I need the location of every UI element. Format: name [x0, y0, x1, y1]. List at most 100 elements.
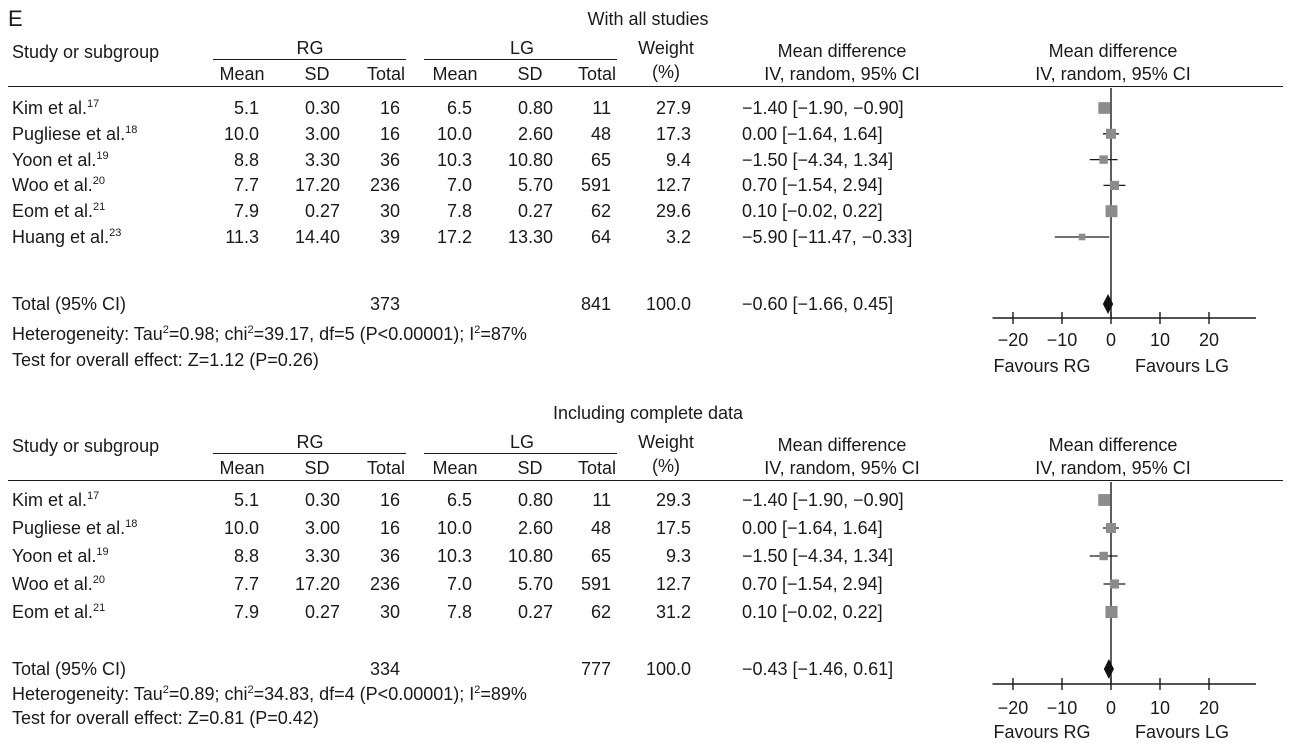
study-name: Eom et al.21: [12, 201, 105, 221]
header-lg-rule: [424, 59, 617, 60]
lg-mean: 10.0: [436, 123, 472, 144]
rg-mean: 8.8: [233, 149, 259, 170]
chart-title: With all studies: [587, 9, 709, 29]
lg-sd: 0.80: [517, 490, 553, 510]
rg-sd: 17.20: [294, 175, 340, 196]
rg-mean: 10.0: [223, 518, 259, 538]
het-i2: =89%: [480, 684, 527, 704]
study-name: Woo et al.20: [12, 175, 105, 195]
study-ci: 0.10 [−0.02, 0.22]: [742, 201, 883, 222]
rg-total: 236: [369, 175, 400, 196]
header-plot: Mean difference: [1048, 41, 1178, 61]
study-weight: 27.9: [655, 98, 691, 118]
study-name: Yoon et al.19: [12, 546, 109, 566]
lg-total: 62: [590, 602, 611, 622]
het-i2: =87%: [480, 324, 527, 344]
study-weight: 12.7: [655, 574, 691, 594]
rg-sd: 17.20: [294, 574, 340, 594]
heterogeneity-text: Heterogeneity: Tau2=0.89; chi2=34.83, df…: [12, 684, 527, 704]
rg-sd: 3.00: [304, 123, 340, 144]
header-weight: Weight: [638, 432, 694, 452]
study-reference: 21: [93, 602, 106, 614]
rg-sd: 0.27: [304, 602, 340, 622]
lg-mean: 7.8: [446, 201, 472, 222]
rg-total: 39: [379, 227, 400, 247]
study-reference: 17: [87, 98, 100, 110]
study-name-text: Pugliese et al.: [12, 518, 126, 538]
study-effect-marker: [1098, 102, 1110, 114]
superscript-two: 2: [247, 324, 254, 336]
x-tick-label: 10: [1149, 698, 1171, 718]
rg-sd: 3.30: [304, 149, 340, 170]
rg-sd: 14.40: [294, 227, 340, 247]
header-rg-mean: Mean: [219, 458, 265, 478]
study-reference: 20: [92, 175, 105, 188]
lg-sd: 10.80: [507, 546, 553, 566]
lg-sd: 0.80: [517, 98, 553, 118]
lg-mean: 7.0: [446, 574, 472, 594]
study-name: Kim et al.17: [12, 98, 99, 118]
study-name-text: Woo et al.: [12, 175, 93, 196]
rg-sd: 3.30: [304, 546, 340, 566]
rg-total: 36: [379, 149, 400, 170]
header-lg: LG: [509, 38, 535, 58]
study-effect-marker: [1099, 551, 1108, 561]
header-lg-sd: SD: [517, 64, 543, 84]
study-ci: 0.70 [−1.54, 2.94]: [742, 175, 883, 196]
overall-effect: Test for overall effect: Z=0.81 (P=0.42): [12, 708, 319, 728]
study-ci: −1.50 [−4.34, 1.34]: [742, 546, 894, 566]
study-name: Eom et al.21: [12, 602, 105, 622]
heterogeneity-text: Heterogeneity: Tau2=0.98; chi2=39.17, df…: [12, 324, 527, 344]
total-lg: 777: [580, 659, 611, 679]
study-ci: −1.40 [−1.90, −0.90]: [742, 98, 904, 118]
het-prefix: Heterogeneity: Tau: [12, 684, 163, 704]
study-name-text: Eom et al.: [12, 602, 94, 622]
lg-total: 591: [580, 175, 611, 196]
study-name: Yoon et al.19: [12, 150, 109, 170]
header-plot: Mean difference: [1048, 435, 1178, 455]
rg-mean: 8.8: [233, 546, 259, 566]
pooled-effect-diamond: [1103, 659, 1114, 679]
header-weight-unit: (%): [652, 456, 680, 476]
study-name-text: Kim et al.: [12, 490, 88, 510]
rg-total: 30: [379, 201, 400, 222]
header-rg: RG: [296, 38, 324, 58]
header-md-method: IV, random, 95% CI: [764, 64, 920, 84]
superscript-two: 2: [162, 684, 169, 696]
total-ci: −0.60 [−1.66, 0.45]: [742, 294, 894, 314]
lg-sd: 2.60: [517, 123, 553, 144]
lg-mean: 6.5: [446, 98, 472, 118]
study-ci: 0.10 [−0.02, 0.22]: [742, 602, 883, 622]
total-rg: 373: [369, 294, 400, 314]
study-weight: 29.3: [655, 490, 691, 510]
header-rg-rule: [213, 59, 406, 60]
favours-left-label: Favours RG: [993, 356, 1091, 376]
superscript-two: 2: [474, 324, 481, 336]
lg-total: 48: [590, 518, 611, 538]
header-bottom-rule: [8, 86, 1283, 87]
study-reference: 18: [125, 518, 138, 530]
x-tick-label: 20: [1198, 330, 1220, 350]
rg-mean: 7.7: [233, 574, 259, 594]
x-tick-label: 0: [1105, 698, 1117, 718]
total-label: Total (95% CI): [12, 659, 127, 679]
lg-total: 64: [590, 227, 611, 247]
rg-mean: 5.1: [233, 490, 259, 510]
het-prefix: Heterogeneity: Tau: [12, 324, 163, 344]
total-lg: 841: [580, 294, 611, 314]
header-lg-total: Total: [577, 64, 616, 84]
superscript-two: 2: [247, 684, 254, 696]
panel-label: E: [8, 6, 23, 31]
study-reference: 18: [125, 123, 138, 136]
header-lg-mean: Mean: [432, 458, 478, 478]
rg-sd: 0.30: [304, 98, 340, 118]
study-name-text: Eom et al.: [12, 201, 94, 222]
header-bottom-rule: [8, 480, 1283, 481]
header-rg-sd: SD: [304, 64, 330, 84]
lg-total: 65: [590, 149, 611, 170]
lg-mean: 7.0: [446, 175, 472, 196]
x-tick-label: −20: [997, 330, 1029, 350]
study-effect-marker: [1098, 494, 1111, 506]
lg-mean: 10.3: [436, 546, 472, 566]
